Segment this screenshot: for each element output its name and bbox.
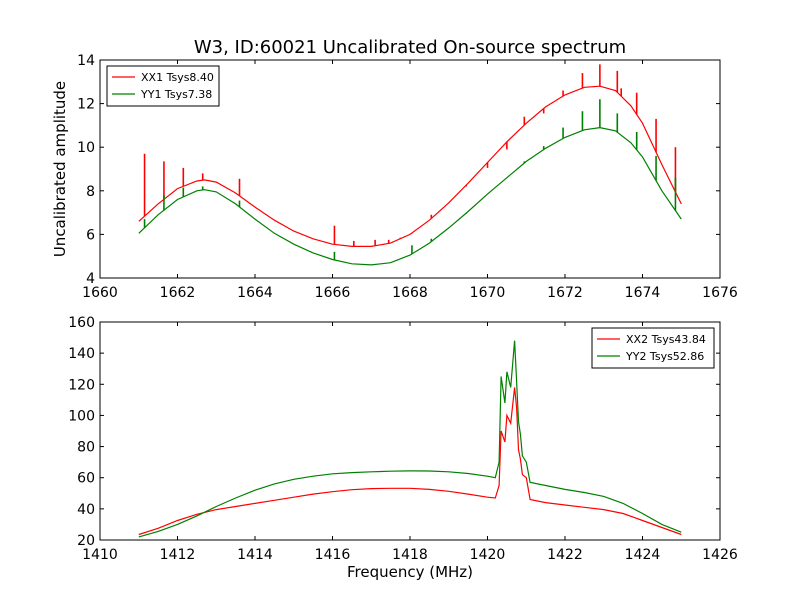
x-tick-label: 1672 bbox=[547, 285, 583, 301]
x-tick-label: 1410 bbox=[82, 547, 118, 563]
y-tick-label: 12 bbox=[77, 97, 95, 113]
legend-label: YY1 Tsys7.38 bbox=[140, 88, 212, 101]
y-tick-label: 40 bbox=[77, 502, 95, 518]
series-line-1 bbox=[138, 387, 682, 536]
series-line-1 bbox=[138, 85, 682, 247]
x-tick-label: 1412 bbox=[160, 547, 196, 563]
y-tick-label: 8 bbox=[86, 184, 95, 200]
series-group bbox=[138, 64, 682, 266]
y-tick-label: 60 bbox=[77, 471, 95, 487]
series-line-2 bbox=[138, 340, 682, 538]
x-tick-label: 1422 bbox=[547, 547, 583, 563]
x-tick-label: 1670 bbox=[470, 285, 506, 301]
x-tick-label: 1662 bbox=[160, 285, 196, 301]
y-tick-label: 160 bbox=[68, 315, 95, 331]
x-tick-label: 1426 bbox=[702, 547, 738, 563]
y-tick-label: 10 bbox=[77, 140, 95, 156]
legend-box bbox=[591, 327, 715, 369]
series-line-2 bbox=[138, 126, 682, 266]
x-tick-label: 1664 bbox=[237, 285, 273, 301]
y-axis-label: Uncalibrated amplitude bbox=[51, 81, 69, 257]
figure-title: W3, ID:60021 Uncalibrated On-source spec… bbox=[194, 37, 626, 58]
legend-label: YY2 Tsys52.86 bbox=[625, 350, 704, 363]
legend-box bbox=[106, 65, 220, 107]
x-tick-label: 1424 bbox=[625, 547, 661, 563]
y-tick-label: 20 bbox=[77, 533, 95, 549]
y-tick-label: 4 bbox=[86, 271, 95, 287]
series-group bbox=[138, 340, 682, 538]
y-tick-label: 140 bbox=[68, 346, 95, 362]
x-tick-label: 1418 bbox=[392, 547, 428, 563]
x-tick-label: 1420 bbox=[470, 547, 506, 563]
x-tick-label: 1414 bbox=[237, 547, 273, 563]
x-tick-label: 1674 bbox=[625, 285, 661, 301]
y-tick-label: 100 bbox=[68, 408, 95, 424]
x-tick-label: 1666 bbox=[315, 285, 351, 301]
legend-label: XX2 Tsys43.84 bbox=[626, 333, 706, 346]
x-tick-label: 1668 bbox=[392, 285, 428, 301]
y-tick-label: 14 bbox=[77, 53, 95, 69]
y-tick-label: 120 bbox=[68, 377, 95, 393]
x-axis-label: Frequency (MHz) bbox=[347, 563, 473, 581]
legend-label: XX1 Tsys8.40 bbox=[141, 71, 214, 84]
x-tick-label: 1660 bbox=[82, 285, 118, 301]
y-tick-label: 80 bbox=[77, 440, 95, 456]
y-tick-label: 6 bbox=[86, 227, 95, 243]
x-tick-label: 1416 bbox=[315, 547, 351, 563]
x-tick-label: 1676 bbox=[702, 285, 738, 301]
